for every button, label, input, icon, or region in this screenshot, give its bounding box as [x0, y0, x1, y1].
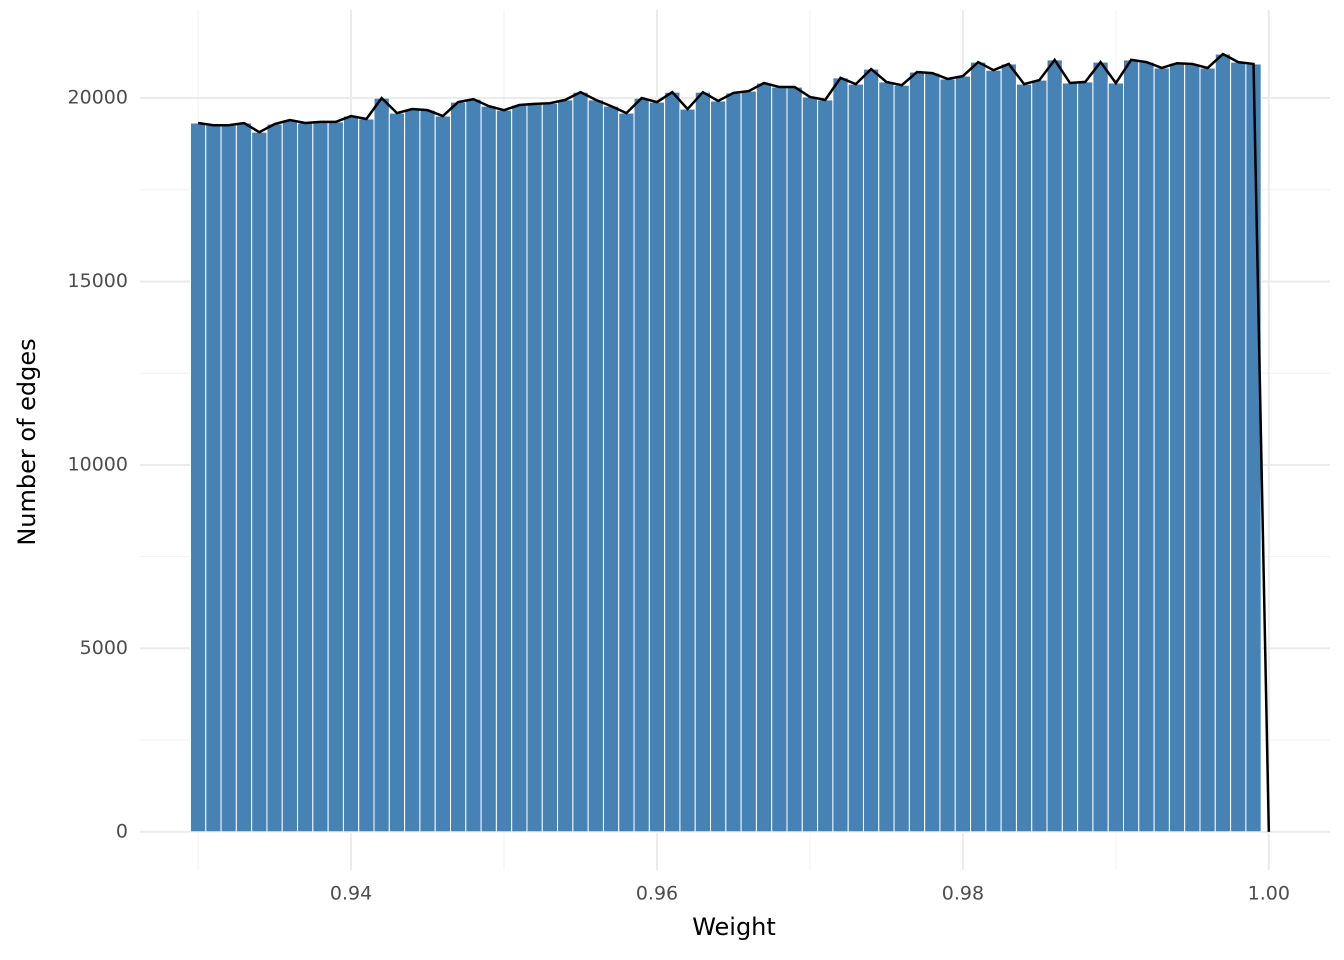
bar	[572, 91, 589, 833]
bar	[434, 115, 452, 833]
bar	[220, 124, 237, 833]
bar	[419, 109, 436, 833]
bar	[908, 71, 926, 833]
bar	[235, 122, 253, 833]
bar	[1245, 63, 1262, 833]
bar	[862, 68, 880, 833]
bar	[1000, 63, 1017, 833]
x-tick-label: 0.94	[330, 883, 372, 905]
bar	[694, 91, 712, 833]
bar	[1107, 82, 1125, 833]
bar	[373, 97, 390, 833]
bar	[740, 90, 757, 833]
x-axis-label: Weight	[692, 913, 776, 941]
bar	[602, 105, 620, 833]
bar	[817, 99, 834, 833]
bar	[1168, 62, 1186, 833]
bar	[1199, 67, 1216, 833]
bar	[465, 98, 482, 833]
bar	[251, 131, 268, 833]
bar	[679, 108, 696, 833]
bar	[1214, 53, 1232, 833]
bar	[480, 105, 497, 833]
bar	[404, 108, 421, 833]
bar	[970, 61, 987, 833]
bar	[878, 81, 895, 833]
bar	[1046, 59, 1063, 833]
bar	[939, 78, 956, 833]
y-tick-label: 10000	[68, 453, 128, 475]
x-tick-label: 0.96	[636, 883, 678, 905]
bar	[342, 115, 360, 833]
bar	[526, 103, 543, 833]
bar	[312, 121, 329, 833]
bar	[924, 72, 941, 833]
bar	[648, 101, 666, 833]
y-axis-label: Number of edges	[13, 338, 41, 545]
bar	[710, 100, 727, 833]
bar	[893, 84, 910, 833]
bar	[633, 97, 650, 833]
bar	[358, 118, 375, 833]
bar	[847, 83, 864, 833]
bar	[985, 69, 1002, 833]
y-tick-label: 0	[116, 820, 128, 842]
bar	[1153, 67, 1170, 833]
bar	[281, 119, 299, 833]
bar	[1123, 59, 1140, 833]
bar	[511, 104, 528, 833]
bar	[1230, 61, 1247, 833]
bar	[786, 86, 803, 833]
bar	[1184, 63, 1201, 833]
bar	[189, 122, 207, 833]
bar	[1077, 81, 1094, 833]
bar	[1092, 61, 1109, 833]
bar	[725, 92, 742, 833]
bar	[327, 121, 344, 833]
frequency-line	[197, 52, 1271, 832]
bar	[801, 96, 819, 833]
bar	[1138, 61, 1155, 833]
bar	[664, 91, 681, 833]
bar	[266, 123, 283, 833]
bar	[557, 99, 574, 833]
x-tick-label: 0.98	[942, 883, 984, 905]
bar	[1031, 79, 1048, 833]
bar	[205, 124, 222, 833]
bar	[1061, 82, 1079, 833]
bar	[618, 112, 635, 833]
bar	[771, 86, 788, 833]
bar	[755, 82, 773, 833]
bar	[297, 122, 314, 833]
y-tick-label: 5000	[80, 637, 128, 659]
bar	[450, 101, 467, 833]
bar	[388, 112, 406, 833]
bar	[541, 102, 559, 833]
y-tick-label: 20000	[68, 87, 128, 109]
bar	[832, 77, 849, 833]
x-tick-label: 1.00	[1248, 883, 1290, 905]
bar	[587, 99, 604, 833]
y-tick-label: 15000	[68, 270, 128, 292]
bar	[1015, 83, 1033, 833]
bar	[495, 109, 513, 833]
bar	[954, 75, 972, 833]
